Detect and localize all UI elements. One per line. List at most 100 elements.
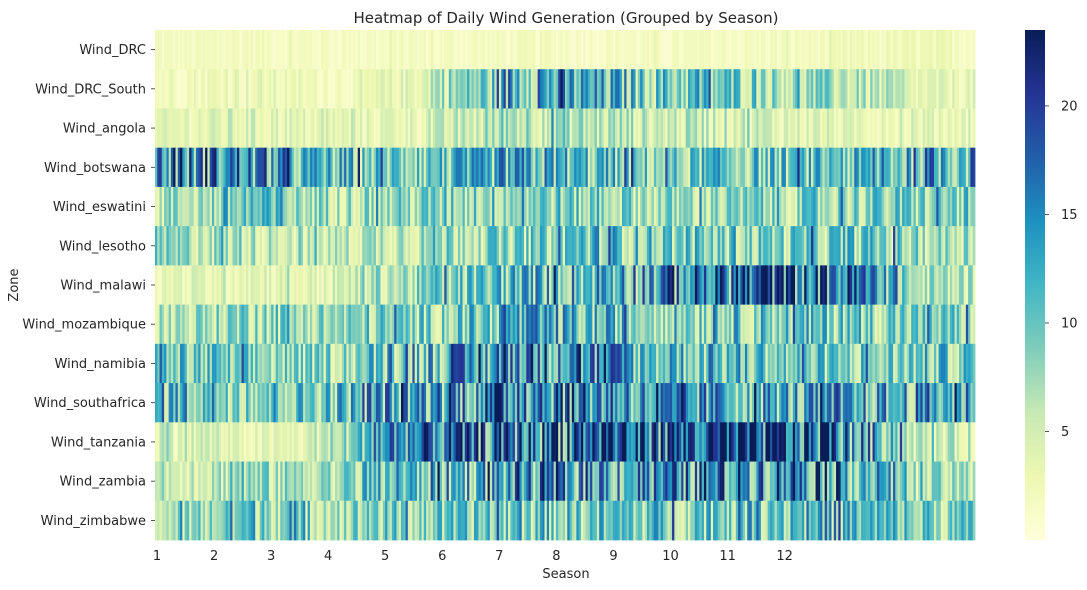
heatmap-cell <box>856 343 860 384</box>
heatmap-cell <box>191 461 195 502</box>
heatmap-cell <box>391 304 395 345</box>
heatmap-cell <box>375 343 379 384</box>
heatmap-cell <box>225 265 229 306</box>
heatmap-cell <box>366 343 370 384</box>
heatmap-cell <box>553 108 557 149</box>
heatmap-cell <box>797 343 801 384</box>
heatmap-cell <box>760 147 764 188</box>
heatmap-cell <box>822 304 826 345</box>
heatmap-cell <box>191 500 195 541</box>
heatmap-cell <box>305 226 309 266</box>
heatmap-cell <box>250 147 254 188</box>
heatmap-cell <box>512 147 516 188</box>
heatmap-cell <box>521 461 525 502</box>
heatmap-cell <box>751 343 755 384</box>
heatmap-cell <box>660 343 664 384</box>
x-axis-ticks: 1 2 3 4 5 6 7 8 9 10 11 12 <box>153 549 793 564</box>
heatmap-cell <box>180 147 183 188</box>
heatmap-cell <box>211 422 215 462</box>
heatmap-cell <box>446 383 450 423</box>
heatmap-cell <box>494 186 498 227</box>
heatmap-cell <box>289 500 293 541</box>
heatmap-cell <box>469 226 473 266</box>
heatmap-cell <box>476 147 479 188</box>
heatmap-cell <box>426 69 429 109</box>
heatmap-cell <box>715 265 719 306</box>
heatmap-cell <box>735 343 739 384</box>
heatmap-cell <box>164 500 167 541</box>
heatmap-cell <box>218 108 222 149</box>
x-tick-label: 5 <box>381 549 389 564</box>
heatmap-cell <box>742 304 746 345</box>
heatmap-cell <box>469 304 473 345</box>
heatmap-cell <box>339 186 343 227</box>
heatmap-cell <box>699 147 703 188</box>
heatmap-cell <box>401 383 404 423</box>
heatmap-cell <box>498 186 502 227</box>
heatmap-cell <box>168 226 172 266</box>
heatmap-cell <box>330 226 334 266</box>
heatmap-cell <box>398 186 402 227</box>
heatmap-cell <box>394 265 397 306</box>
heatmap-cell <box>954 304 958 345</box>
heatmap-cell <box>216 422 220 462</box>
heatmap-cell <box>644 30 648 70</box>
heatmap-cell <box>291 422 295 462</box>
heatmap-cell <box>845 186 848 227</box>
heatmap-cell <box>184 304 188 345</box>
heatmap-cell <box>300 186 304 227</box>
heatmap-cell <box>396 461 400 502</box>
heatmap-cell <box>407 461 411 502</box>
heatmap-cell <box>918 69 921 109</box>
heatmap-cell <box>929 186 933 227</box>
heatmap-cell <box>913 383 917 423</box>
heatmap-cell <box>590 226 593 266</box>
heatmap-cell <box>387 108 391 149</box>
heatmap-cell <box>842 108 846 149</box>
heatmap-cell <box>471 186 475 227</box>
heatmap-cell <box>754 343 757 384</box>
heatmap-cell <box>341 265 345 306</box>
heatmap-cell <box>781 147 785 188</box>
heatmap-cell <box>763 383 766 423</box>
heatmap-cell <box>931 265 935 306</box>
heatmap-cell <box>398 500 402 541</box>
heatmap-cell <box>435 108 438 149</box>
heatmap-cell <box>432 422 436 462</box>
heatmap-cell <box>230 461 233 502</box>
heatmap-cell <box>897 186 901 227</box>
heatmap-cell <box>412 304 416 345</box>
heatmap-cell <box>214 304 217 345</box>
heatmap-cell <box>280 30 283 70</box>
heatmap-cell <box>455 500 459 541</box>
heatmap-cell <box>514 147 518 188</box>
heatmap-cell <box>708 108 712 149</box>
heatmap-cell <box>972 226 976 266</box>
heatmap-cell <box>826 226 830 266</box>
heatmap-cell <box>389 422 393 462</box>
heatmap-cell <box>936 226 939 266</box>
heatmap-cell <box>262 500 265 541</box>
heatmap-cell <box>578 186 582 227</box>
heatmap-cell <box>895 186 898 227</box>
heatmap-cell <box>633 147 637 188</box>
heatmap-cell <box>494 265 498 306</box>
heatmap-cell <box>309 500 313 541</box>
heatmap-cell <box>797 461 801 502</box>
heatmap-cell <box>225 461 229 502</box>
heatmap-cell <box>854 147 857 188</box>
heatmap-cell <box>501 186 504 227</box>
heatmap-cell <box>672 226 675 266</box>
heatmap-cell <box>469 108 473 149</box>
heatmap-cell <box>706 343 709 384</box>
heatmap-cell <box>510 147 514 188</box>
heatmap-cell <box>831 30 835 70</box>
heatmap-cell <box>583 147 586 188</box>
heatmap-cell <box>344 186 347 227</box>
heatmap-cell <box>710 265 714 306</box>
heatmap-cell <box>423 461 427 502</box>
heatmap-cell <box>578 69 582 109</box>
heatmap-cell <box>517 500 520 541</box>
heatmap-cell <box>423 108 427 149</box>
